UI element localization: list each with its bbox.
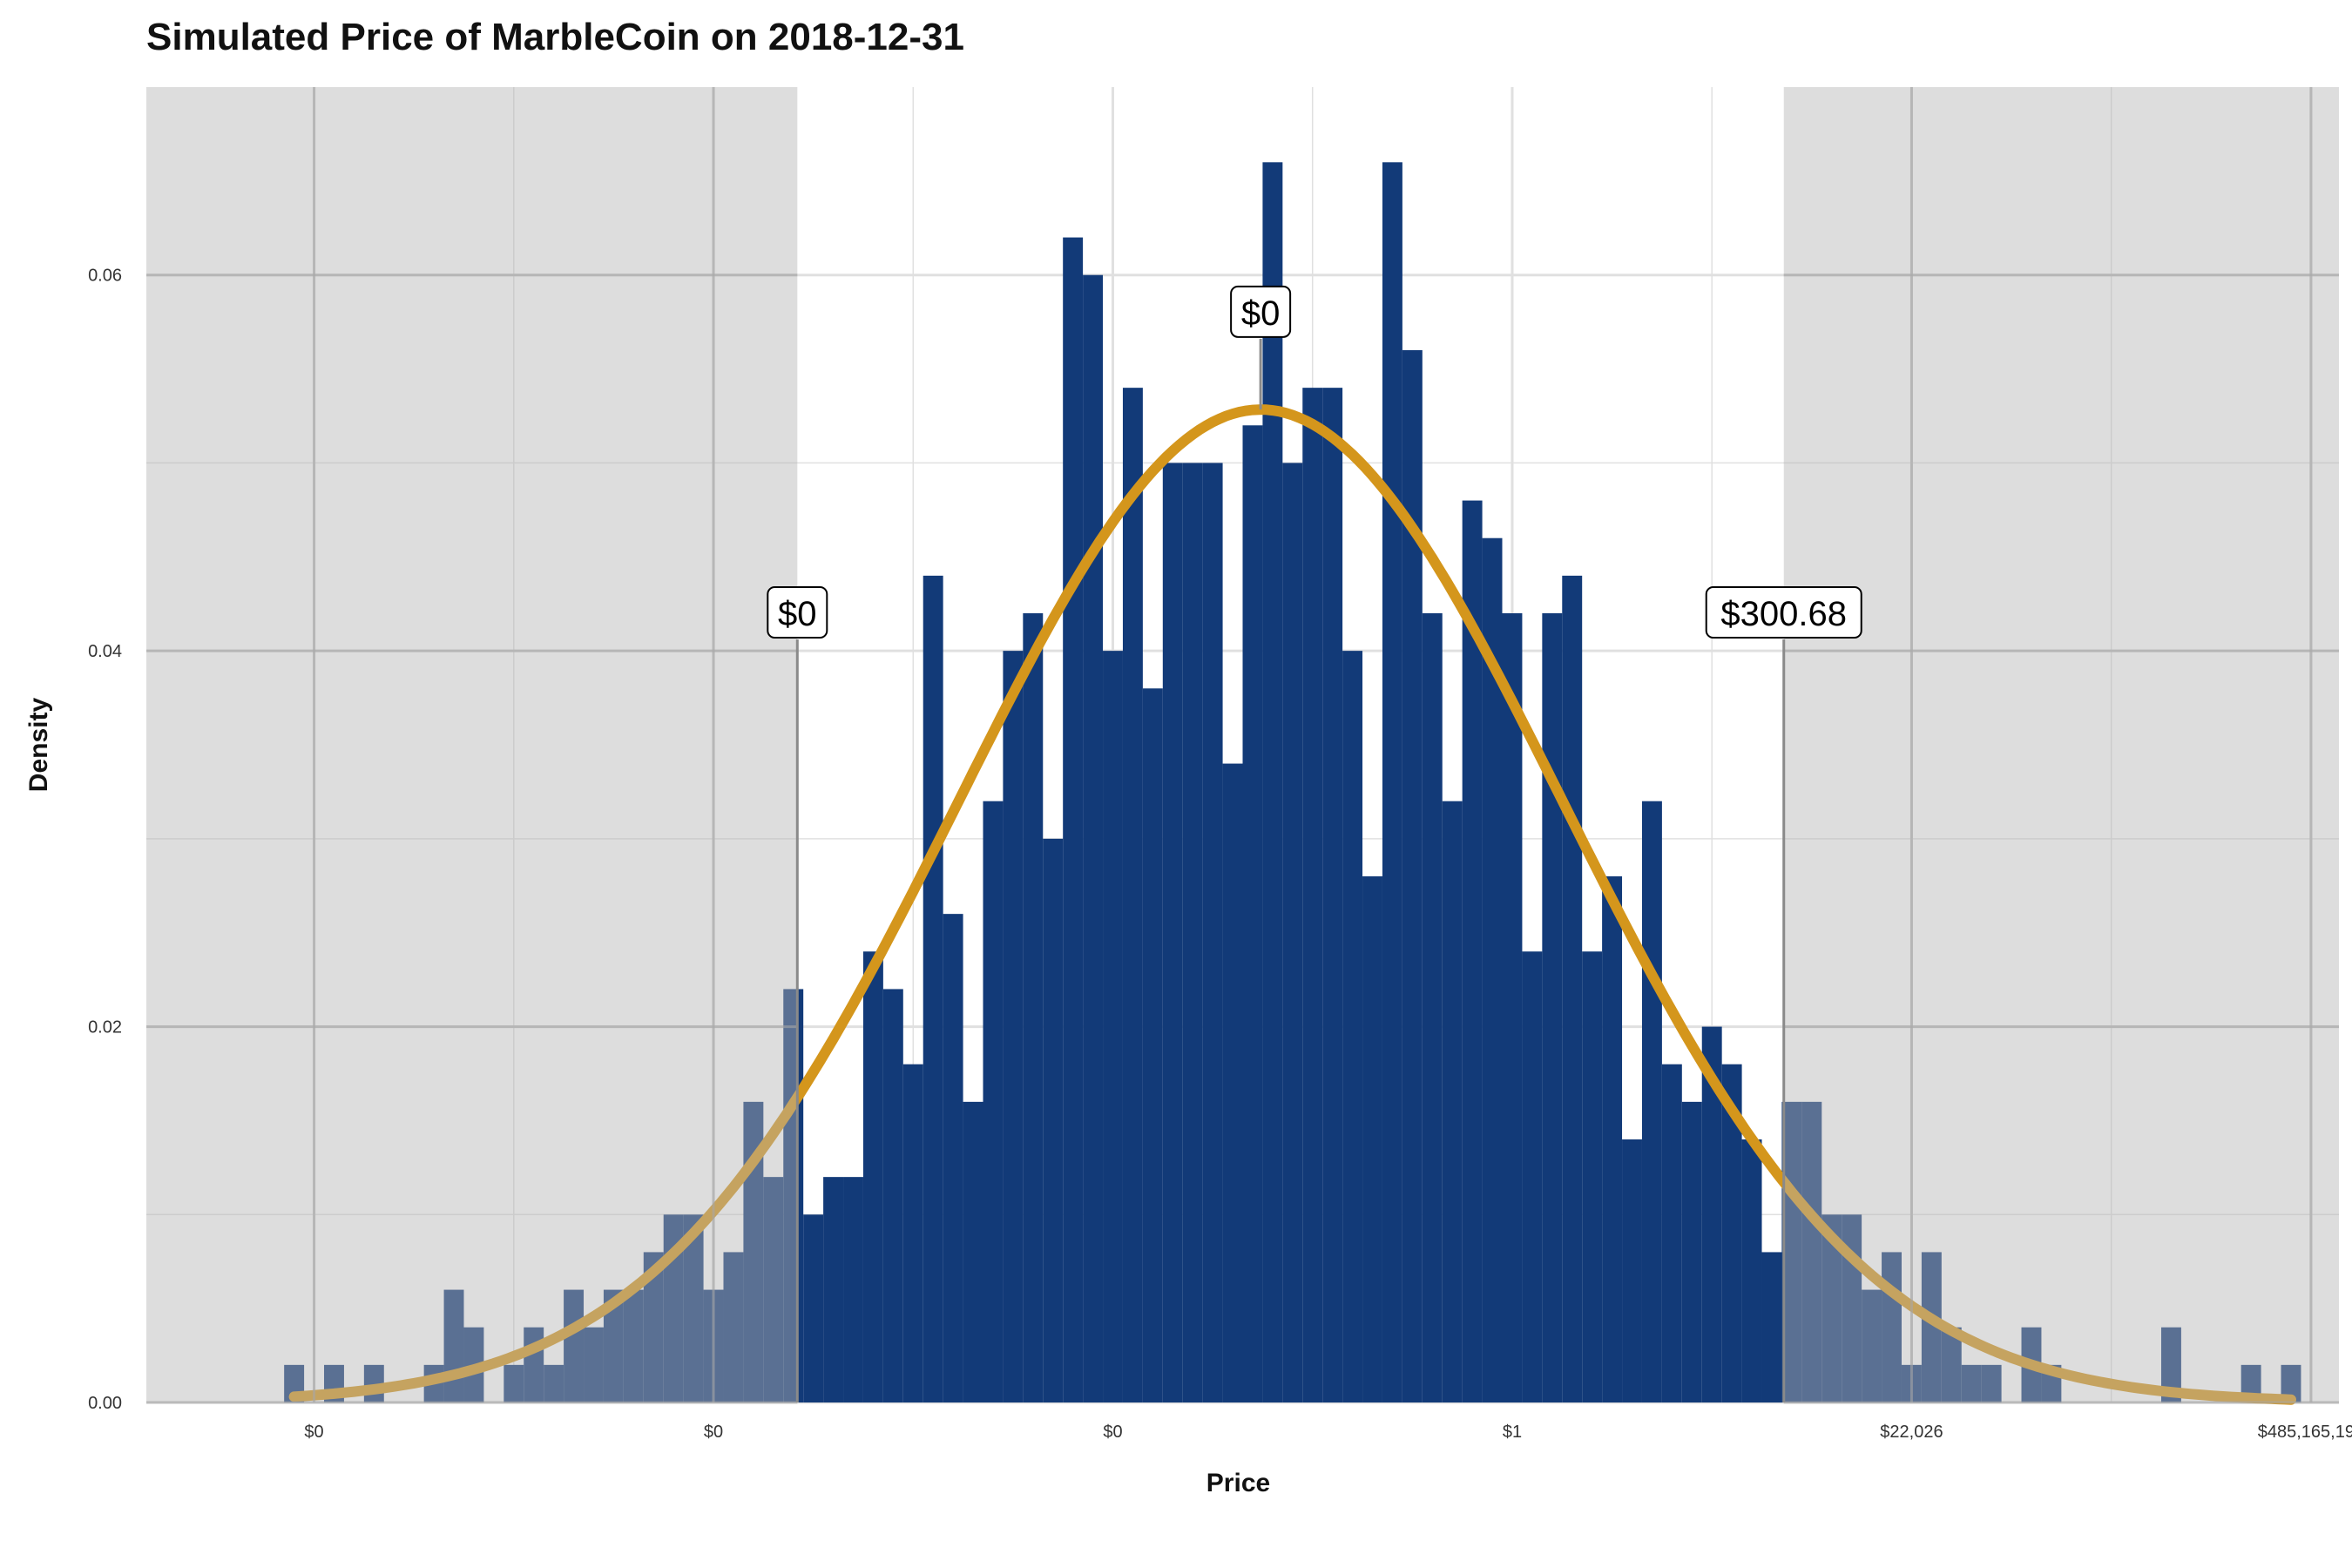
- annotation-box: [767, 586, 828, 639]
- histogram-bar: [763, 1177, 784, 1402]
- annotation-label: $300.68: [1720, 595, 1847, 633]
- histogram-bar: [1083, 274, 1104, 1402]
- histogram-bar: [1721, 1064, 1742, 1402]
- annotation-label: $0: [778, 595, 817, 633]
- histogram-bar: [963, 1101, 983, 1402]
- histogram-bar: [1222, 763, 1243, 1402]
- histogram-bar: [1282, 463, 1303, 1402]
- histogram-bar: [1262, 162, 1283, 1402]
- histogram-bar: [723, 1252, 744, 1402]
- annotation-box: [1230, 285, 1292, 338]
- histogram-bar: [1801, 1101, 1822, 1402]
- annotation-label: $0: [1241, 294, 1281, 333]
- histogram-bar: [1562, 575, 1583, 1402]
- histogram-bar: [1063, 237, 1084, 1403]
- x-tick-label: $0: [1103, 1423, 1122, 1442]
- histogram-bar: [2160, 1327, 2181, 1402]
- histogram-bar: [564, 1289, 585, 1402]
- x-tick-label: $0: [704, 1423, 723, 1442]
- histogram-bar: [2281, 1364, 2301, 1402]
- histogram-bar: [1182, 463, 1203, 1402]
- histogram-bar: [1661, 1064, 1682, 1402]
- y-axis-title: Density: [24, 698, 53, 793]
- histogram-bar: [1582, 951, 1603, 1402]
- histogram-bar: [843, 1177, 863, 1402]
- histogram-bar: [1482, 537, 1503, 1402]
- histogram-bar: [1103, 651, 1123, 1402]
- histogram-bar: [1781, 1101, 1802, 1402]
- histogram-bar: [1462, 500, 1483, 1402]
- histogram-bar: [1122, 388, 1143, 1403]
- histogram-bar: [643, 1252, 664, 1402]
- histogram-bar: [1862, 1289, 1882, 1402]
- histogram-bar: [1402, 350, 1423, 1402]
- y-tick-label: 0.06: [88, 267, 122, 286]
- histogram-bar: [943, 914, 963, 1402]
- histogram-bar: [1941, 1327, 1962, 1402]
- histogram-bar: [1202, 463, 1223, 1402]
- chart-title: Simulated Price of MarbleCoin on 2018-12…: [146, 16, 964, 58]
- histogram-bar: [983, 801, 1004, 1402]
- histogram-bar: [1442, 801, 1463, 1402]
- x-tick-label: $1: [1503, 1423, 1522, 1442]
- histogram-bar: [584, 1327, 604, 1402]
- upper-tail-shade: [1783, 87, 2339, 1402]
- y-tick-label: 0.02: [88, 1018, 122, 1037]
- y-tick-label: 0.04: [88, 642, 122, 661]
- histogram-bar: [1362, 876, 1382, 1402]
- histogram-bar: [1162, 463, 1183, 1402]
- x-tick-label: $22,026: [1880, 1423, 1943, 1442]
- histogram-bar: [902, 1064, 923, 1402]
- annotation-box: [1705, 586, 1862, 639]
- histogram-bar: [1622, 1139, 1642, 1402]
- histogram-bar: [1003, 651, 1024, 1402]
- histogram-bar: [1023, 613, 1044, 1402]
- histogram-bar: [803, 1214, 824, 1402]
- histogram-bar: [603, 1289, 624, 1402]
- histogram-bar: [1961, 1364, 1982, 1402]
- histogram-bar: [1641, 801, 1662, 1402]
- y-tick-label: 0.00: [88, 1394, 122, 1413]
- histogram-bar: [1761, 1252, 1782, 1402]
- histogram-bar: [1602, 876, 1623, 1402]
- histogram-bar: [882, 989, 903, 1402]
- density-curve: [288, 404, 2296, 1405]
- histogram-bar: [1701, 1026, 1722, 1402]
- histogram-bar: [923, 575, 943, 1402]
- histogram-bar: [1342, 651, 1363, 1402]
- x-tick-label: $485,165,195: [2258, 1423, 2352, 1442]
- histogram-bar: [1302, 388, 1323, 1403]
- histogram-bar: [623, 1289, 644, 1402]
- histogram-bar: [1921, 1252, 1942, 1402]
- histogram-bar: [504, 1364, 524, 1402]
- histogram-bar: [1422, 613, 1443, 1402]
- lower-tail-shade: [146, 87, 798, 1402]
- histogram-bar: [683, 1214, 704, 1402]
- histogram-bar: [1981, 1364, 2002, 1402]
- histogram-bar: [1242, 425, 1263, 1403]
- x-axis-title: Price: [1206, 1469, 1270, 1497]
- histogram-bar: [1681, 1101, 1702, 1402]
- histogram-bar: [862, 951, 883, 1402]
- histogram-bar: [1043, 838, 1064, 1402]
- histogram-bar: [1382, 162, 1402, 1402]
- histogram-bar: [1322, 388, 1343, 1403]
- histogram-bar: [1522, 951, 1543, 1402]
- histogram-bar: [1142, 688, 1163, 1402]
- histogram-bar: [823, 1177, 844, 1402]
- histogram-bar: [743, 1101, 764, 1402]
- histogram-bar: [544, 1364, 564, 1402]
- histogram-bar: [1502, 613, 1523, 1402]
- histogram-bar: [1741, 1139, 1762, 1402]
- histogram-bar: [1542, 613, 1563, 1402]
- histogram-bar: [1821, 1214, 1842, 1402]
- x-tick-label: $0: [304, 1423, 323, 1442]
